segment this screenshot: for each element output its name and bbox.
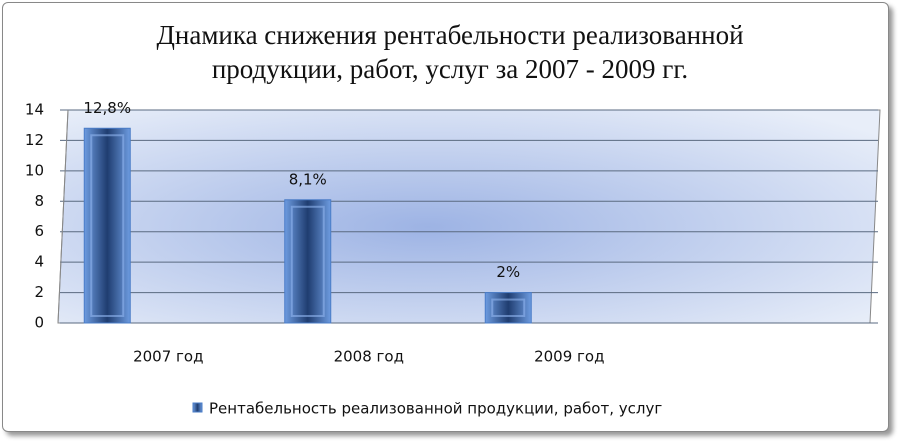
data-label: 2% [496, 263, 520, 281]
x-tick-label: 2007 год [133, 348, 203, 366]
bar-bevel [90, 134, 125, 317]
legend-label: Рентабельность реализованной продукции, … [209, 400, 662, 418]
bar-bevel [290, 205, 325, 317]
y-tick-label: 0 [34, 314, 44, 332]
y-tick-label: 14 [25, 101, 44, 119]
chart-title: Днамика снижения рентабельности реализов… [156, 20, 744, 84]
x-tick-label: 2008 год [334, 348, 404, 366]
data-label: 12,8% [83, 99, 131, 117]
bar-bevel [491, 298, 526, 318]
y-tick-label: 4 [34, 253, 44, 271]
y-tick-label: 8 [34, 192, 44, 210]
plot-area [57, 109, 881, 324]
y-tick-label: 2 [34, 283, 44, 301]
y-axis [57, 109, 69, 324]
y-tick-label: 6 [34, 222, 44, 240]
y-tick-label: 12 [25, 131, 44, 149]
x-tick-label: 2009 год [534, 348, 604, 366]
legend-marker [192, 402, 203, 413]
data-label: 8,1% [289, 170, 327, 188]
y-tick-label: 10 [25, 161, 44, 179]
